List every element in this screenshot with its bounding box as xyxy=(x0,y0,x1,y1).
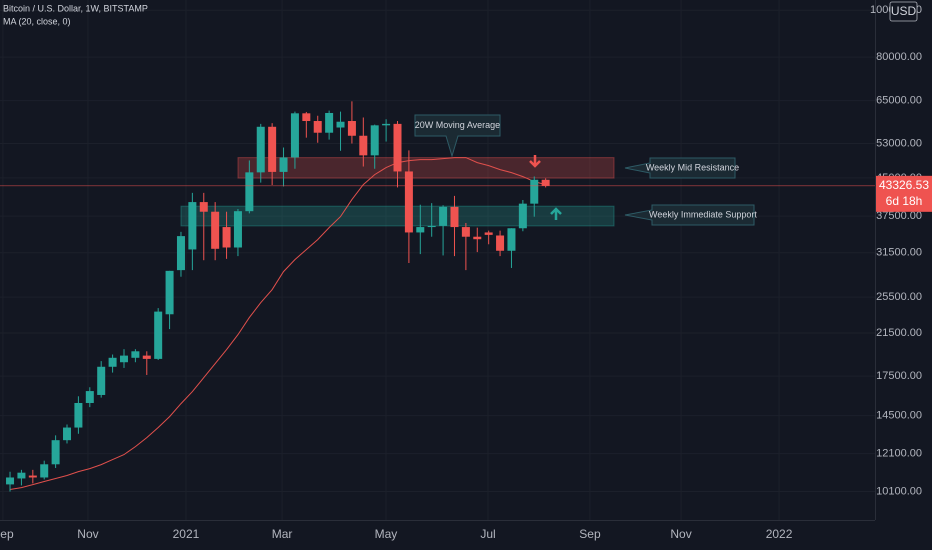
resistance-callout-box xyxy=(624,157,736,179)
candle-body xyxy=(336,121,345,128)
candle-body xyxy=(40,464,49,478)
plot-area xyxy=(6,101,550,492)
candle-body xyxy=(461,227,470,237)
candle-body xyxy=(131,351,140,358)
candle-body xyxy=(279,157,288,172)
candle-body xyxy=(17,472,26,479)
x-tick-label: 2021 xyxy=(173,527,200,541)
badges: 43326.53 6d 18h USD xyxy=(876,1,932,212)
candle-body xyxy=(359,135,368,156)
symbol-title: Bitcoin / U.S. Dollar, 1W, BITSTAMP xyxy=(3,3,148,13)
candle-body xyxy=(188,202,197,250)
candle-body xyxy=(142,355,151,359)
candle-body xyxy=(97,366,106,395)
y-tick-label: 31500.00 xyxy=(876,247,922,259)
candle-body xyxy=(450,206,459,228)
candle-body xyxy=(85,391,94,403)
candle-body xyxy=(427,225,436,228)
up-arrow xyxy=(550,207,562,220)
candle-body xyxy=(119,355,128,363)
candle-body xyxy=(290,113,299,158)
x-tick-label: Mar xyxy=(272,527,293,541)
candle-body xyxy=(518,203,527,229)
y-tick-label: 65000.00 xyxy=(876,95,922,107)
candle-body xyxy=(473,236,482,240)
candle-body xyxy=(541,179,550,186)
candle-body xyxy=(496,235,505,251)
x-tick-label: Nov xyxy=(670,527,691,541)
currency-label: USD xyxy=(891,4,917,18)
candle-body xyxy=(211,211,220,249)
candle-body xyxy=(165,270,174,315)
candle-body xyxy=(199,202,208,212)
candle-body xyxy=(6,477,15,485)
candle-body xyxy=(439,206,448,226)
candle-body xyxy=(416,227,425,233)
last-price-badge xyxy=(876,175,932,212)
support-callout-box xyxy=(624,204,755,226)
candle-body xyxy=(370,125,379,156)
candle-body xyxy=(176,236,185,271)
support-callout: Weekly Immediate Support xyxy=(649,209,757,219)
x-tick-label: May xyxy=(375,527,398,541)
y-tick-label: 80000.00 xyxy=(876,51,922,63)
candle-body xyxy=(484,232,493,235)
candle-body xyxy=(313,121,322,133)
y-tick-label: 12100.00 xyxy=(876,448,922,460)
countdown-label: 6d 18h xyxy=(886,194,923,208)
ma-callout-box xyxy=(414,114,501,158)
candle-body xyxy=(507,228,516,251)
x-tick-label: 2022 xyxy=(766,527,793,541)
candle-body xyxy=(74,402,83,428)
moving-average-line xyxy=(9,157,546,490)
y-tick-label: 17500.00 xyxy=(876,370,922,382)
candle-body xyxy=(154,311,163,359)
candle-body xyxy=(325,112,334,133)
y-tick-label: 14500.00 xyxy=(876,410,922,422)
zone xyxy=(180,205,615,227)
overlay: 20W Moving Average Weekly Mid Resistance W… xyxy=(0,114,875,226)
currency-badge xyxy=(889,1,918,22)
candle-body xyxy=(222,227,231,248)
ma-callout: 20W Moving Average xyxy=(415,120,500,130)
candle-body xyxy=(256,126,265,173)
candle-body xyxy=(382,123,391,126)
zones xyxy=(180,157,615,227)
y-tick-label: 10100.00 xyxy=(876,485,922,497)
last-price-label: 43326.53 xyxy=(879,178,929,192)
down-arrow xyxy=(529,155,541,168)
x-tick-label: Sep xyxy=(0,527,14,541)
candle-body xyxy=(302,113,311,122)
resistance-callout: Weekly Mid Resistance xyxy=(646,162,739,172)
candle-body xyxy=(28,475,37,478)
candle-body xyxy=(393,123,402,172)
y-tick-label: 25500.00 xyxy=(876,291,922,303)
candle-body xyxy=(268,126,277,172)
candle-body xyxy=(530,179,539,204)
candle-body xyxy=(108,357,117,367)
candle-body xyxy=(245,172,254,212)
x-tick-label: Nov xyxy=(77,527,98,541)
zone xyxy=(237,157,615,179)
y-tick-label: 37500.00 xyxy=(876,210,922,222)
candle-body xyxy=(233,211,242,248)
grid xyxy=(0,0,875,520)
x-tick-label: Jul xyxy=(480,527,495,541)
candle-body xyxy=(51,440,60,465)
y-tick-label: 21500.00 xyxy=(876,327,922,339)
candle-body xyxy=(404,171,413,233)
candle-body xyxy=(347,121,356,136)
candle-body xyxy=(63,427,72,441)
indicator-label: MA (20, close, 0) xyxy=(3,16,71,26)
x-tick-label: Sep xyxy=(579,527,601,541)
y-tick-label: 53000.00 xyxy=(876,137,922,149)
